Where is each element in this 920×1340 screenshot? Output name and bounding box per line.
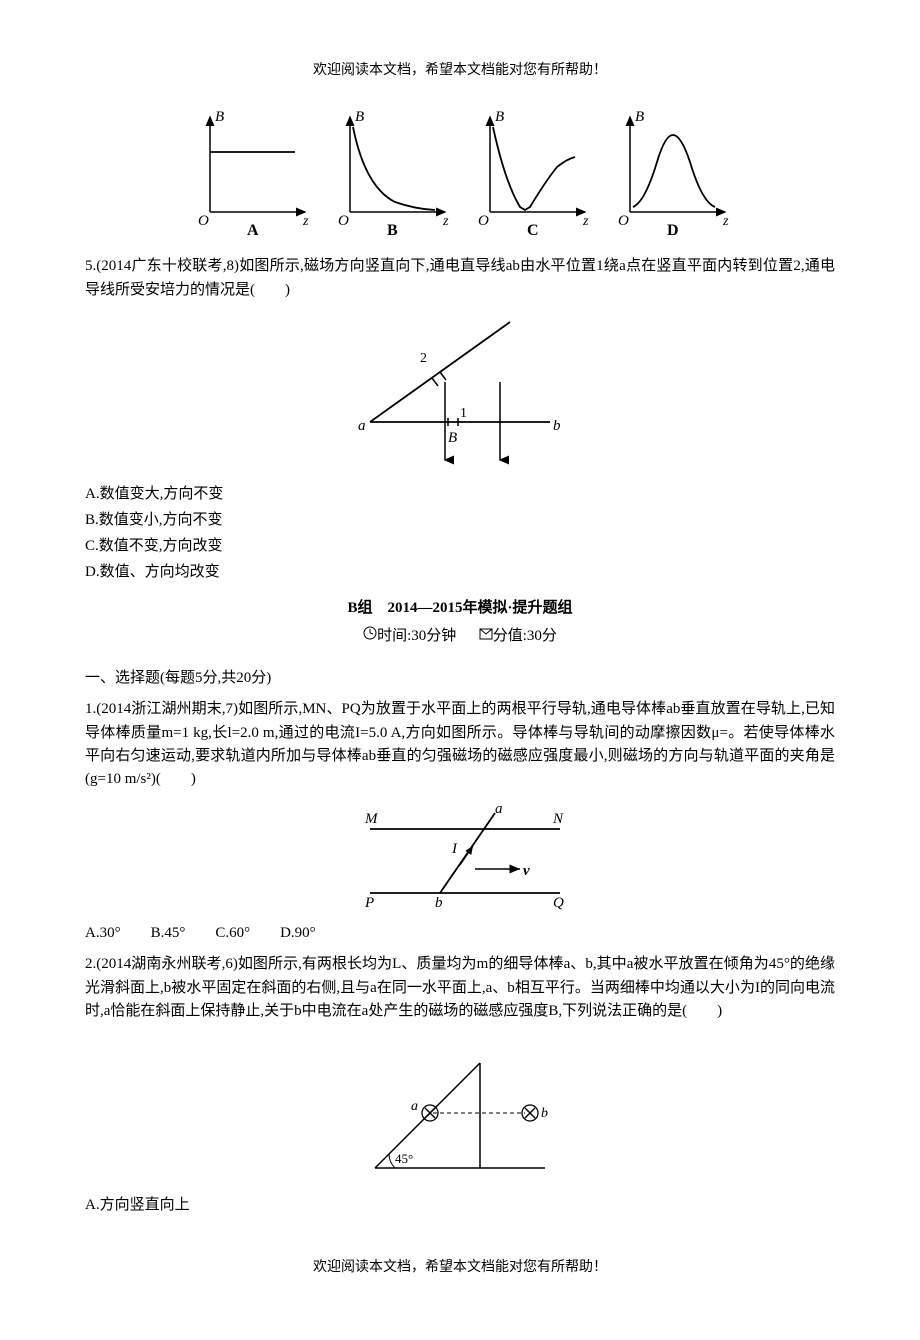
svg-text:b: b [553, 418, 561, 434]
graph-b: B z O B [325, 107, 455, 245]
svg-text:B: B [635, 109, 644, 125]
graph-c: B z O C [465, 107, 595, 245]
b1-text: 1.(2014浙江湖州期末,7)如图所示,MN、PQ为放置于水平面上的两根平行导… [85, 698, 835, 791]
axis-b-label: B [215, 109, 224, 125]
q5-option-d: D.数值、方向均改变 [85, 560, 835, 584]
b2-text: 2.(2014湖南永州联考,6)如图所示,有两根长均为L、质量均为m的细导体棒a… [85, 953, 835, 1023]
svg-text:B: B [448, 430, 457, 446]
q5-option-c: C.数值不变,方向改变 [85, 534, 835, 558]
svg-text:O: O [478, 213, 489, 229]
label-N: N [552, 811, 564, 827]
b2-option-a: A.方向竖直向上 [85, 1193, 835, 1217]
svg-text:O: O [198, 213, 209, 229]
score-label: 分值:30分 [493, 628, 557, 644]
clock-icon [363, 624, 377, 648]
label-b: b [435, 895, 443, 911]
svg-text:z: z [582, 214, 589, 229]
footer-text: 欢迎阅读本文档，希望本文档能对您有所帮助！ [85, 1257, 835, 1279]
label-I: I [451, 841, 458, 857]
label-M: M [364, 811, 379, 827]
svg-text:1: 1 [460, 406, 467, 421]
graph-a: B z O A [185, 107, 315, 245]
svg-text:2: 2 [420, 351, 427, 366]
q5-text: 5.(2014广东十校联考,8)如图所示,磁场方向竖直向下,通电直导线ab由水平… [85, 255, 835, 302]
svg-text:a: a [358, 418, 366, 434]
label-v: v [523, 863, 530, 879]
svg-text:45°: 45° [395, 1151, 413, 1166]
q5-options: A.数值变大,方向不变 B.数值变小,方向不变 C.数值不变,方向改变 D.数值… [85, 482, 835, 584]
q5-diagram: a b 1 2 B [85, 312, 835, 472]
label-P: P [364, 895, 374, 911]
b2-diagram: a b 45° [85, 1033, 835, 1183]
svg-text:A: A [247, 222, 259, 237]
svg-text:z: z [722, 214, 729, 229]
header-text: 欢迎阅读本文档，希望本文档能对您有所帮助！ [85, 60, 835, 82]
graph-a-svg: B z O A [185, 107, 315, 237]
b2-options: A.方向竖直向上 [85, 1193, 835, 1217]
graphs-row: B z O A B z O B B z O C [85, 107, 835, 245]
svg-text:B: B [355, 109, 364, 125]
subsection-1-title: 一、选择题(每题5分,共20分) [85, 666, 835, 690]
svg-text:b: b [541, 1106, 548, 1121]
mail-icon [479, 624, 493, 648]
svg-text:B: B [387, 222, 398, 237]
time-label: 时间:30分钟 [377, 628, 456, 644]
svg-text:O: O [338, 213, 349, 229]
svg-text:z: z [302, 214, 309, 229]
q5-option-a: A.数值变大,方向不变 [85, 482, 835, 506]
svg-text:a: a [411, 1099, 418, 1114]
svg-text:z: z [442, 214, 449, 229]
b1-options: A.30° B.45° C.60° D.90° [85, 921, 835, 945]
svg-text:O: O [618, 213, 629, 229]
section-b-title: B组 2014—2015年模拟·提升题组 [85, 596, 835, 620]
svg-text:C: C [527, 222, 539, 237]
label-a: a [495, 801, 503, 817]
svg-text:D: D [667, 222, 679, 237]
graph-d: B z O D [605, 107, 735, 245]
label-Q: Q [553, 895, 564, 911]
b1-diagram: M N P Q a b I v [85, 801, 835, 911]
svg-text:B: B [495, 109, 504, 125]
section-b-meta: 时间:30分钟 分值:30分 [85, 624, 835, 649]
q5-option-b: B.数值变小,方向不变 [85, 508, 835, 532]
